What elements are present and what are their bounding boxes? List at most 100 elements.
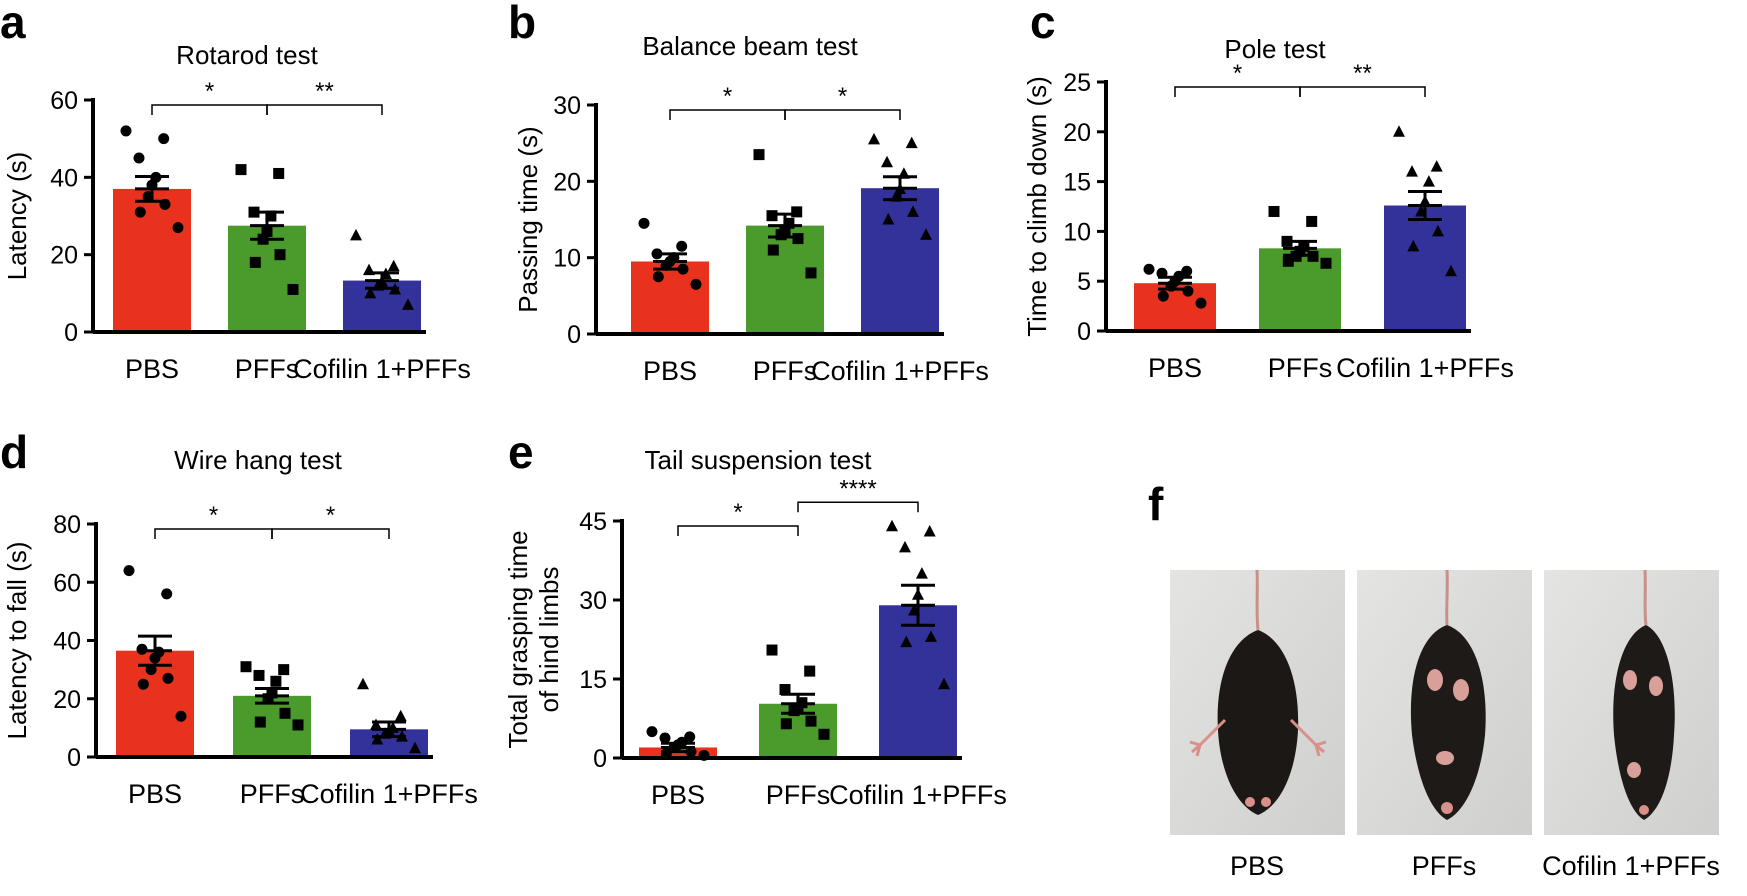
- y-tick-label: 20: [53, 686, 81, 714]
- x-category-label: PFFs: [235, 354, 300, 384]
- data-point: [145, 664, 157, 676]
- y-axis-label: Latency (s): [2, 152, 32, 281]
- data-point: [684, 731, 696, 743]
- data-point: [818, 728, 830, 740]
- y-tick-label: 60: [50, 87, 78, 115]
- data-point: [1430, 160, 1443, 172]
- y-tick-label: 10: [1063, 218, 1091, 246]
- panel-letter-f: f: [1148, 478, 1164, 530]
- data-point: [1182, 285, 1194, 297]
- data-point: [287, 283, 299, 295]
- x-category-label: PBS: [125, 354, 179, 384]
- data-point: [402, 298, 414, 310]
- panel-letter-b: b: [508, 0, 536, 48]
- data-point: [172, 222, 184, 234]
- data-point: [766, 644, 778, 656]
- y-tick-label: 5: [1077, 268, 1091, 296]
- chart-panel-b: b Balance beam test Passing time (s) 0 10 20 3…: [508, 0, 989, 386]
- significance-bracket: [669, 109, 786, 120]
- bar: [113, 188, 191, 332]
- chart-panel-d: d Wire hang test Latency to fall (s) 0 20 40 6…: [0, 426, 478, 809]
- data-point: [1268, 205, 1280, 217]
- photo-label-cofilin: Cofilin 1+PFFs: [1542, 851, 1720, 881]
- x-category-label: PBS: [128, 779, 182, 809]
- data-point: [925, 630, 937, 642]
- data-point: [1406, 165, 1418, 177]
- y-tick-label: 0: [64, 319, 78, 347]
- photo-label-pffs: PFFs: [1412, 851, 1477, 881]
- data-point: [652, 271, 664, 283]
- data-point: [1143, 263, 1155, 275]
- data-point: [254, 716, 266, 728]
- y-tick-label: 45: [579, 508, 607, 536]
- significance-label: *: [205, 78, 214, 105]
- data-point: [120, 125, 132, 137]
- x-category-label: Cofilin 1+PFFs: [300, 779, 478, 809]
- photo-pffs: [1357, 569, 1532, 835]
- y-tick-label: 80: [53, 511, 81, 539]
- y-tick-label: 20: [1063, 119, 1091, 147]
- significance-bracket: [154, 528, 273, 539]
- data-point: [779, 684, 791, 696]
- significance-label: *: [733, 499, 742, 526]
- data-point: [766, 210, 778, 222]
- significance-bracket: [784, 109, 901, 120]
- data-point: [646, 726, 658, 738]
- data-point: [920, 228, 932, 240]
- panel-letter-e: e: [508, 426, 534, 478]
- significance-bracket: [151, 104, 268, 115]
- data-point: [371, 733, 384, 745]
- y-tick-label: 40: [50, 164, 78, 192]
- chart-panel-a: a Rotarod test Latency (s) 0 20 40 60 PBS PFFsCo…: [0, 0, 471, 384]
- significance-label: *: [1233, 60, 1242, 87]
- significance-bracket: [797, 501, 919, 513]
- data-point: [907, 205, 919, 217]
- data-point: [915, 567, 928, 579]
- data-point: [240, 661, 252, 673]
- data-point: [899, 540, 911, 553]
- data-point: [409, 741, 421, 754]
- x-category-label: PFFs: [766, 780, 831, 810]
- y-tick-label: 20: [50, 242, 78, 270]
- significance-label: *: [838, 83, 847, 110]
- data-point: [370, 718, 382, 730]
- data-point: [249, 256, 261, 268]
- significance-label: **: [315, 78, 334, 105]
- significance-bracket: [1174, 86, 1301, 97]
- data-point: [274, 249, 286, 261]
- x-category-label: PFFs: [753, 356, 818, 386]
- data-point: [938, 677, 950, 690]
- photo-cofilin: [1544, 569, 1719, 835]
- y-axis-label: Total grasping time: [503, 530, 533, 748]
- photo-pbs: [1170, 569, 1345, 835]
- data-point: [676, 240, 688, 252]
- data-point: [292, 719, 304, 731]
- chart-panel-c: c Pole test Time to climb down (s) 0 5 10 15 20…: [1022, 0, 1514, 383]
- y-axis-label: Passing time (s): [513, 126, 543, 312]
- data-point: [133, 152, 145, 164]
- data-point: [279, 707, 291, 719]
- significance-label: ****: [839, 475, 876, 502]
- data-point: [357, 677, 369, 690]
- data-point: [886, 519, 898, 532]
- bar: [746, 225, 824, 334]
- significance-label: *: [326, 502, 335, 529]
- x-category-label: PBS: [1148, 353, 1202, 383]
- data-point: [791, 206, 803, 218]
- data-point: [783, 217, 795, 229]
- panel-letter-d: d: [0, 426, 28, 478]
- data-point: [161, 588, 173, 600]
- data-point: [805, 267, 817, 279]
- bar: [631, 261, 709, 334]
- data-point: [1445, 264, 1457, 277]
- significance-bracket: [1299, 86, 1426, 97]
- data-point: [137, 678, 149, 690]
- data-point: [792, 233, 804, 245]
- y-tick-label: 25: [1063, 69, 1091, 97]
- significance-label: *: [209, 502, 218, 529]
- data-point: [265, 210, 277, 222]
- y-tick-label: 10: [553, 245, 581, 273]
- bar: [1384, 205, 1466, 331]
- chart-title: Wire hang test: [174, 445, 342, 475]
